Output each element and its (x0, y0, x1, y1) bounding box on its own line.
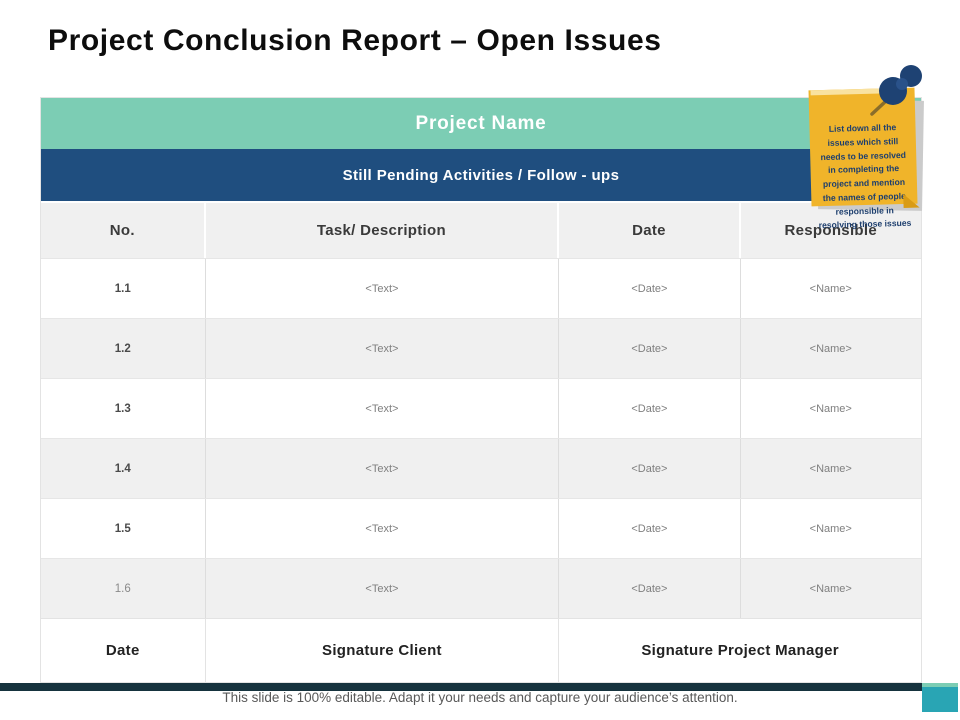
table-row: 1.6 <Text> <Date> <Name> (41, 558, 921, 618)
signature-date-label: Date (41, 619, 206, 682)
cell-date: <Date> (559, 499, 741, 558)
pending-activities-header: Still Pending Activities / Follow - ups (41, 149, 921, 201)
cell-responsible: <Name> (809, 282, 852, 295)
accent-square (922, 683, 958, 712)
signature-row: Date Signature Client Signature Project … (41, 618, 921, 682)
column-header-row: No. Task/ Description Date Responsible (41, 201, 921, 258)
signature-project-manager-label: Signature Project Manager (641, 642, 839, 659)
signature-client-label: Signature Client (206, 619, 560, 682)
column-header-responsible: Responsible (784, 222, 877, 239)
table-row: 1.4 <Text> <Date> <Name> (41, 438, 921, 498)
cell-responsible: <Name> (809, 582, 852, 595)
cell-date: <Date> (559, 559, 741, 618)
table-row: 1.1 <Text> <Date> <Name> (41, 258, 921, 318)
cell-no: 1.6 (41, 559, 206, 618)
page-title: Project Conclusion Report – Open Issues (48, 24, 662, 57)
open-issues-table: Project Name Still Pending Activities / … (40, 97, 922, 683)
table-row: 1.2 <Text> <Date> <Name> (41, 318, 921, 378)
cell-date: <Date> (559, 319, 741, 378)
column-header-task: Task/ Description (206, 203, 560, 258)
cell-no: 1.3 (41, 379, 206, 438)
sticky-note-text: List down all the issues which still nee… (818, 122, 912, 231)
cell-responsible: <Name> (809, 462, 852, 475)
cell-no: 1.2 (41, 319, 206, 378)
cell-task: <Text> (206, 499, 560, 558)
cell-responsible: <Name> (809, 342, 852, 355)
column-header-date: Date (559, 203, 741, 258)
cell-task: <Text> (206, 559, 560, 618)
cell-no: 1.4 (41, 439, 206, 498)
cell-task: <Text> (206, 439, 560, 498)
sticky-note: List down all the issues which still nee… (808, 65, 924, 230)
cell-date: <Date> (559, 259, 741, 318)
cell-date: <Date> (559, 439, 741, 498)
column-header-no: No. (41, 203, 206, 258)
cell-no: 1.1 (41, 259, 206, 318)
bottom-bar (0, 683, 922, 691)
cell-date: <Date> (559, 379, 741, 438)
cell-no: 1.5 (41, 499, 206, 558)
cell-responsible: <Name> (809, 402, 852, 415)
cell-task: <Text> (206, 319, 560, 378)
pushpin-icon (870, 65, 922, 116)
cell-task: <Text> (206, 379, 560, 438)
table-row: 1.3 <Text> <Date> <Name> (41, 378, 921, 438)
cell-task: <Text> (206, 259, 560, 318)
project-name-header: Project Name (41, 98, 921, 149)
editable-caption: This slide is 100% editable. Adapt it yo… (222, 690, 738, 705)
table-row: 1.5 <Text> <Date> <Name> (41, 498, 921, 558)
cell-responsible: <Name> (809, 522, 852, 535)
